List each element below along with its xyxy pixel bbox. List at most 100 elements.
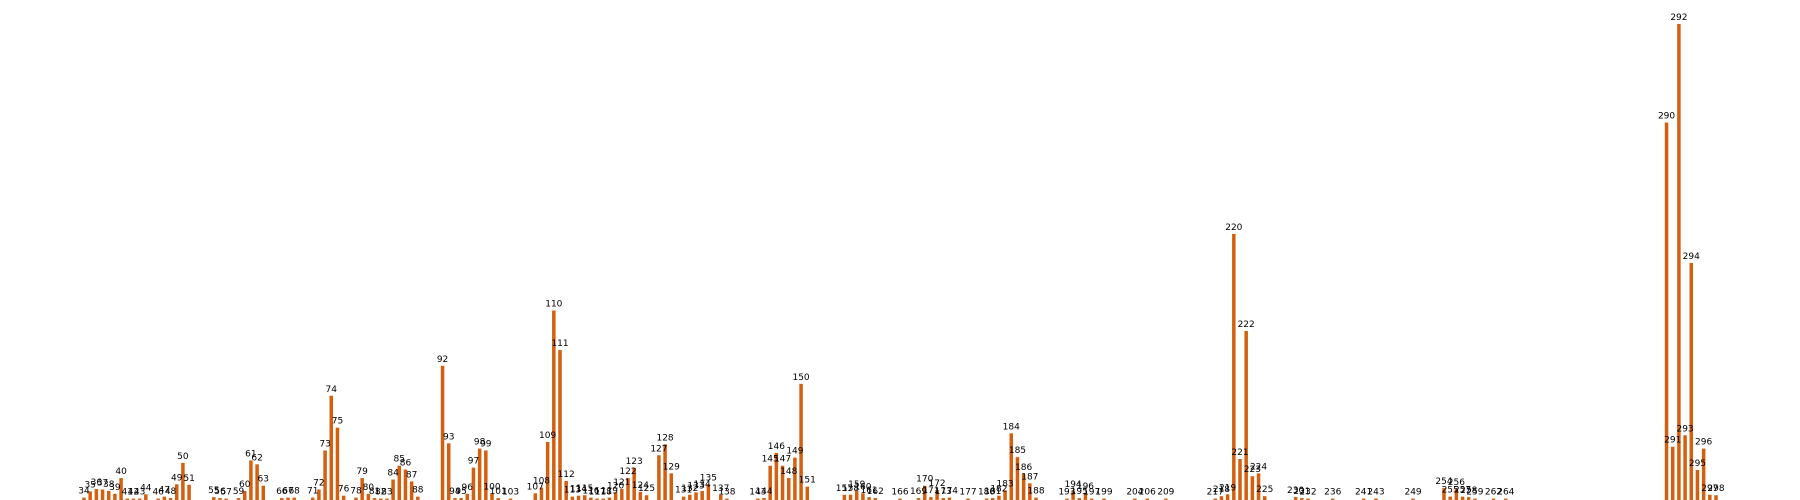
- bar-label-293: 293: [1676, 424, 1693, 434]
- bar-147: [780, 465, 785, 500]
- bar-label-86: 86: [400, 459, 412, 469]
- bar-257: [1460, 496, 1465, 500]
- bar-label-187: 187: [1021, 472, 1038, 482]
- bar-label-124: 124: [632, 481, 649, 491]
- bar-label-38: 38: [103, 480, 115, 490]
- bar-label-48: 48: [165, 487, 177, 497]
- bar-label-173: 173: [935, 487, 952, 497]
- bar-249: [1411, 498, 1415, 500]
- bar-187: [1028, 483, 1032, 500]
- bar-236: [1330, 498, 1335, 500]
- bar-151: [805, 486, 810, 500]
- bar-label-184: 184: [1003, 422, 1020, 432]
- bar-63: [261, 485, 266, 500]
- bar-label-107: 107: [527, 482, 544, 492]
- bar-158: [848, 494, 853, 500]
- bar-98: [477, 448, 482, 500]
- bar-183: [1003, 490, 1007, 500]
- bar-292: [1677, 24, 1681, 500]
- bar-label-218: 218: [1213, 485, 1230, 495]
- bar-label-185: 185: [1009, 446, 1026, 456]
- bar-label-96: 96: [462, 483, 474, 493]
- bar-label-61: 61: [245, 449, 256, 459]
- bar-57: [224, 498, 228, 500]
- bar-label-204: 204: [1126, 488, 1143, 498]
- bar-298: [1714, 495, 1718, 500]
- bar-label-137: 137: [712, 484, 729, 494]
- bar-label-115: 115: [576, 484, 593, 494]
- bar-label-47: 47: [159, 486, 170, 496]
- bar-133: [694, 492, 698, 500]
- bar-label-291: 291: [1664, 436, 1681, 446]
- bar-94: [453, 498, 457, 500]
- bar-label-197: 197: [1083, 488, 1100, 498]
- bar-73: [323, 450, 327, 500]
- bar-label-259: 259: [1466, 488, 1483, 498]
- bar-51: [187, 484, 191, 500]
- bar-206: [1145, 498, 1150, 500]
- bar-label-133: 133: [687, 481, 704, 491]
- bar-157: [842, 494, 847, 500]
- bar-label-298: 298: [1707, 484, 1724, 494]
- bar-label-49: 49: [171, 473, 183, 483]
- bar-label-171: 171: [922, 486, 939, 496]
- bar-76: [341, 495, 346, 500]
- bar-label-236: 236: [1324, 488, 1341, 498]
- bar-label-98: 98: [474, 438, 486, 448]
- bar-100: [490, 493, 494, 500]
- bar-259: [1473, 498, 1477, 500]
- bar-label-60: 60: [239, 480, 251, 490]
- bar-137: [718, 494, 723, 500]
- bar-label-34: 34: [78, 487, 90, 497]
- bar-116: [589, 497, 593, 500]
- bar-134: [700, 490, 704, 500]
- bar-label-195: 195: [1071, 487, 1088, 497]
- bar-97: [471, 467, 476, 500]
- bar-138: [725, 498, 729, 500]
- bar-78: [354, 497, 358, 500]
- bar-55: [212, 497, 216, 500]
- bar-290: [1664, 122, 1669, 500]
- bar-217: [1213, 498, 1218, 500]
- bar-label-83: 83: [381, 488, 392, 498]
- bar-label-118: 118: [595, 488, 612, 498]
- bar-label-161: 161: [860, 486, 877, 496]
- bar-123: [632, 468, 636, 500]
- bar-label-222: 222: [1238, 320, 1255, 330]
- bar-143: [756, 498, 760, 500]
- bar-label-85: 85: [394, 455, 405, 465]
- bar-label-256: 256: [1448, 478, 1465, 488]
- bar-159: [854, 490, 859, 500]
- bar-146: [774, 452, 779, 500]
- bar-117: [595, 498, 599, 500]
- bar-label-122: 122: [619, 467, 636, 477]
- bar-258: [1466, 497, 1471, 500]
- bar-194: [1071, 490, 1075, 500]
- bar-label-117: 117: [588, 488, 605, 498]
- bar-label-292: 292: [1670, 13, 1687, 23]
- bar-232: [1306, 498, 1310, 500]
- bar-125: [644, 495, 649, 500]
- bar-124: [638, 491, 643, 500]
- bar-145: [768, 465, 772, 500]
- bar-132: [688, 494, 692, 500]
- bar-label-66: 66: [276, 487, 288, 497]
- bar-294: [1689, 262, 1694, 500]
- bar-label-159: 159: [848, 480, 865, 490]
- bar-label-87: 87: [406, 470, 417, 480]
- bar-label-174: 174: [941, 487, 958, 497]
- bar-label-162: 162: [867, 487, 884, 497]
- bar-103: [508, 498, 513, 500]
- bar-59: [236, 498, 241, 500]
- bar-label-88: 88: [412, 486, 424, 496]
- bar-107: [533, 493, 538, 500]
- bar-230: [1293, 497, 1298, 500]
- bar-label-209: 209: [1157, 488, 1174, 498]
- bar-43: [137, 498, 142, 500]
- bar-88: [416, 496, 420, 500]
- bar-label-220: 220: [1225, 223, 1242, 233]
- bar-label-230: 230: [1287, 486, 1304, 496]
- bar-255: [1448, 496, 1452, 500]
